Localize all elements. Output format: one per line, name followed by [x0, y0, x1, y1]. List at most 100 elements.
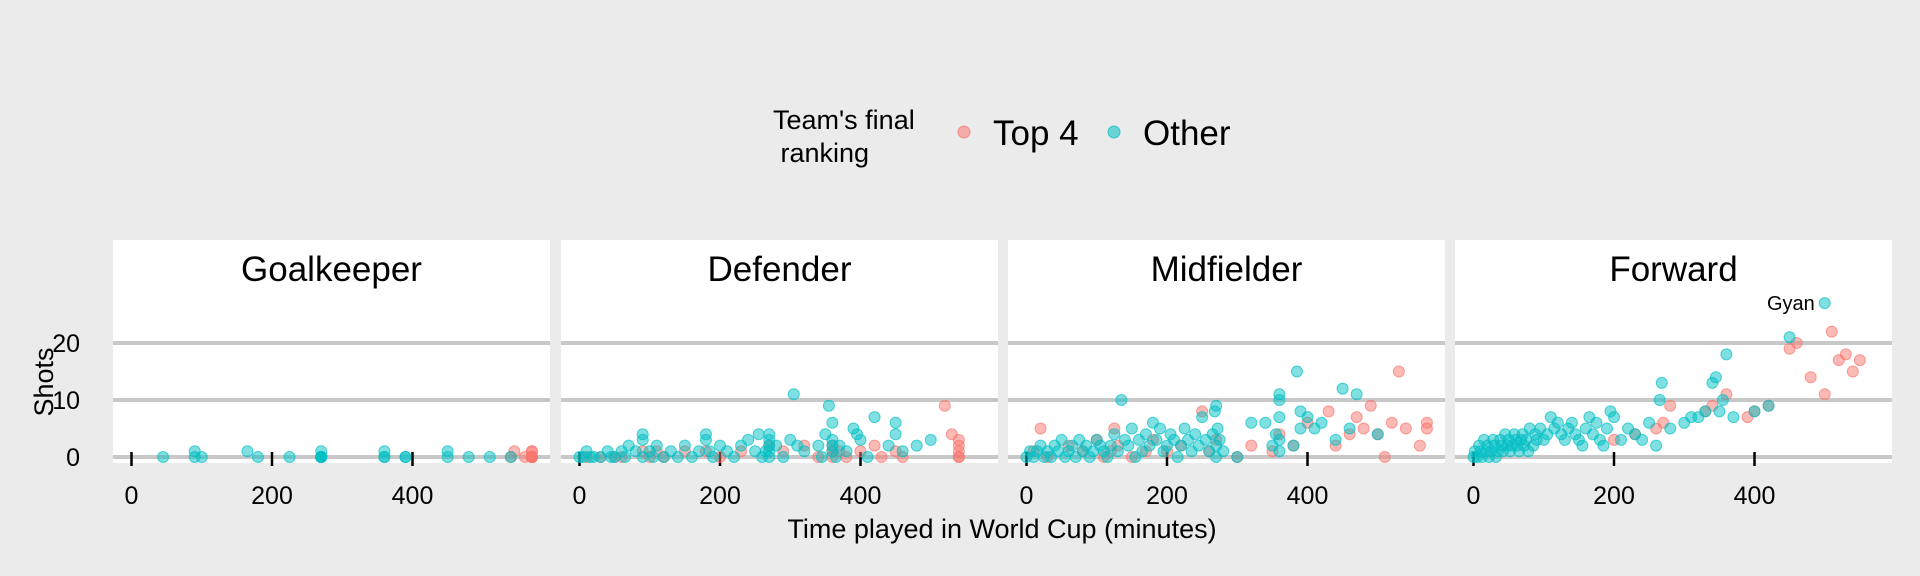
data-point-other	[1108, 428, 1121, 441]
data-point-other	[1643, 416, 1656, 429]
data-point-top4	[1399, 422, 1412, 435]
data-point-other	[650, 439, 663, 452]
data-point-top4	[1245, 439, 1258, 452]
data-point-other	[1217, 445, 1230, 458]
y-axis-title: Shots	[29, 347, 59, 416]
legend: Team's final ranking Top 4 Other	[773, 105, 1231, 168]
data-point-other	[1290, 365, 1303, 378]
data-point-other	[1597, 439, 1610, 452]
data-point-other	[1189, 428, 1202, 441]
data-point-other	[441, 445, 454, 458]
data-point-other	[241, 445, 254, 458]
data-point-other	[777, 451, 790, 463]
data-point-other	[1565, 416, 1578, 429]
data-point-other	[812, 439, 825, 452]
data-point-top4	[1846, 365, 1859, 378]
data-point-top4	[1322, 405, 1335, 418]
data-point-other	[882, 439, 895, 452]
point-annotation: Gyan	[1767, 293, 1815, 315]
data-point-other	[283, 451, 296, 463]
data-point-other	[195, 451, 208, 463]
data-point-other	[636, 428, 649, 441]
data-point-top4	[1378, 451, 1391, 463]
data-point-top4	[1413, 439, 1426, 452]
data-point-other	[1716, 394, 1729, 406]
legend-other-label: Other	[1143, 114, 1231, 153]
data-point-top4	[952, 433, 965, 446]
data-point-other	[1125, 422, 1138, 435]
data-point-other	[315, 451, 328, 463]
data-point-top4	[1825, 325, 1838, 338]
data-point-other	[1178, 422, 1191, 435]
data-point-other	[1273, 394, 1286, 406]
data-point-other	[1139, 428, 1152, 441]
data-point-other	[1111, 445, 1124, 458]
data-point-other	[815, 451, 828, 463]
data-point-other	[1231, 451, 1244, 463]
data-point-other	[787, 388, 800, 401]
data-point-other	[504, 451, 517, 463]
data-point-other	[1699, 405, 1712, 418]
data-point-other	[706, 451, 719, 463]
data-point-other	[1055, 433, 1068, 446]
data-point-other	[840, 445, 853, 458]
data-point-top4	[1664, 399, 1677, 412]
legend-top4-label: Top 4	[993, 114, 1079, 153]
data-point-other	[678, 439, 691, 452]
data-point-other	[763, 428, 776, 441]
x-tick-label: 0	[1020, 482, 1034, 510]
data-point-other	[1713, 405, 1726, 418]
data-point-other	[1336, 382, 1349, 395]
y-tick-label: 0	[66, 444, 80, 472]
x-tick-label: 400	[1734, 482, 1776, 510]
data-point-top4	[952, 451, 965, 463]
data-point-top4	[1364, 399, 1377, 412]
data-point-other	[483, 451, 496, 463]
data-point-top4	[938, 399, 951, 412]
data-point-other	[1551, 416, 1564, 429]
data-point-other	[1727, 411, 1740, 424]
data-point-other	[1558, 433, 1571, 446]
data-point-other	[889, 416, 902, 429]
data-point-other	[619, 451, 632, 463]
data-point-top4	[1392, 365, 1405, 378]
facet-panel-defender: Defender 0 200 400	[561, 240, 998, 510]
data-point-top4	[1034, 422, 1047, 435]
data-point-other	[1636, 433, 1649, 446]
x-tick-label: 200	[1146, 482, 1188, 510]
data-point-other	[399, 451, 412, 463]
x-tick-label: 400	[392, 482, 434, 510]
data-point-other	[1171, 451, 1184, 463]
data-point-other	[1350, 388, 1363, 401]
data-point-other	[854, 433, 867, 446]
data-point-other	[1287, 439, 1300, 452]
data-point-other	[1210, 399, 1223, 412]
data-point-other	[1608, 411, 1620, 424]
legend-title-line-2: ranking	[773, 138, 869, 168]
panel-background	[561, 240, 998, 463]
data-point-other	[896, 445, 909, 458]
x-tick-label: 0	[125, 482, 139, 510]
data-point-top4	[875, 451, 888, 463]
x-tick-label: 200	[251, 482, 293, 510]
data-point-other	[868, 411, 881, 424]
facet-title: Defender	[708, 250, 852, 289]
data-point-other	[647, 451, 660, 463]
data-point-other	[378, 451, 391, 463]
data-point-other	[826, 416, 839, 429]
data-point-other	[822, 399, 835, 412]
data-point-other	[1153, 422, 1166, 435]
data-point-other	[1371, 428, 1384, 441]
data-point-top4	[1804, 371, 1817, 384]
data-point-other	[671, 451, 684, 463]
legend-top4-swatch	[957, 125, 971, 139]
x-tick-label: 400	[840, 482, 882, 510]
data-point-other	[728, 451, 741, 463]
data-point-other	[1590, 416, 1603, 429]
data-point-other	[1650, 439, 1663, 452]
data-point-other	[861, 451, 874, 463]
data-point-other	[1315, 416, 1328, 429]
data-point-other	[1600, 422, 1613, 435]
